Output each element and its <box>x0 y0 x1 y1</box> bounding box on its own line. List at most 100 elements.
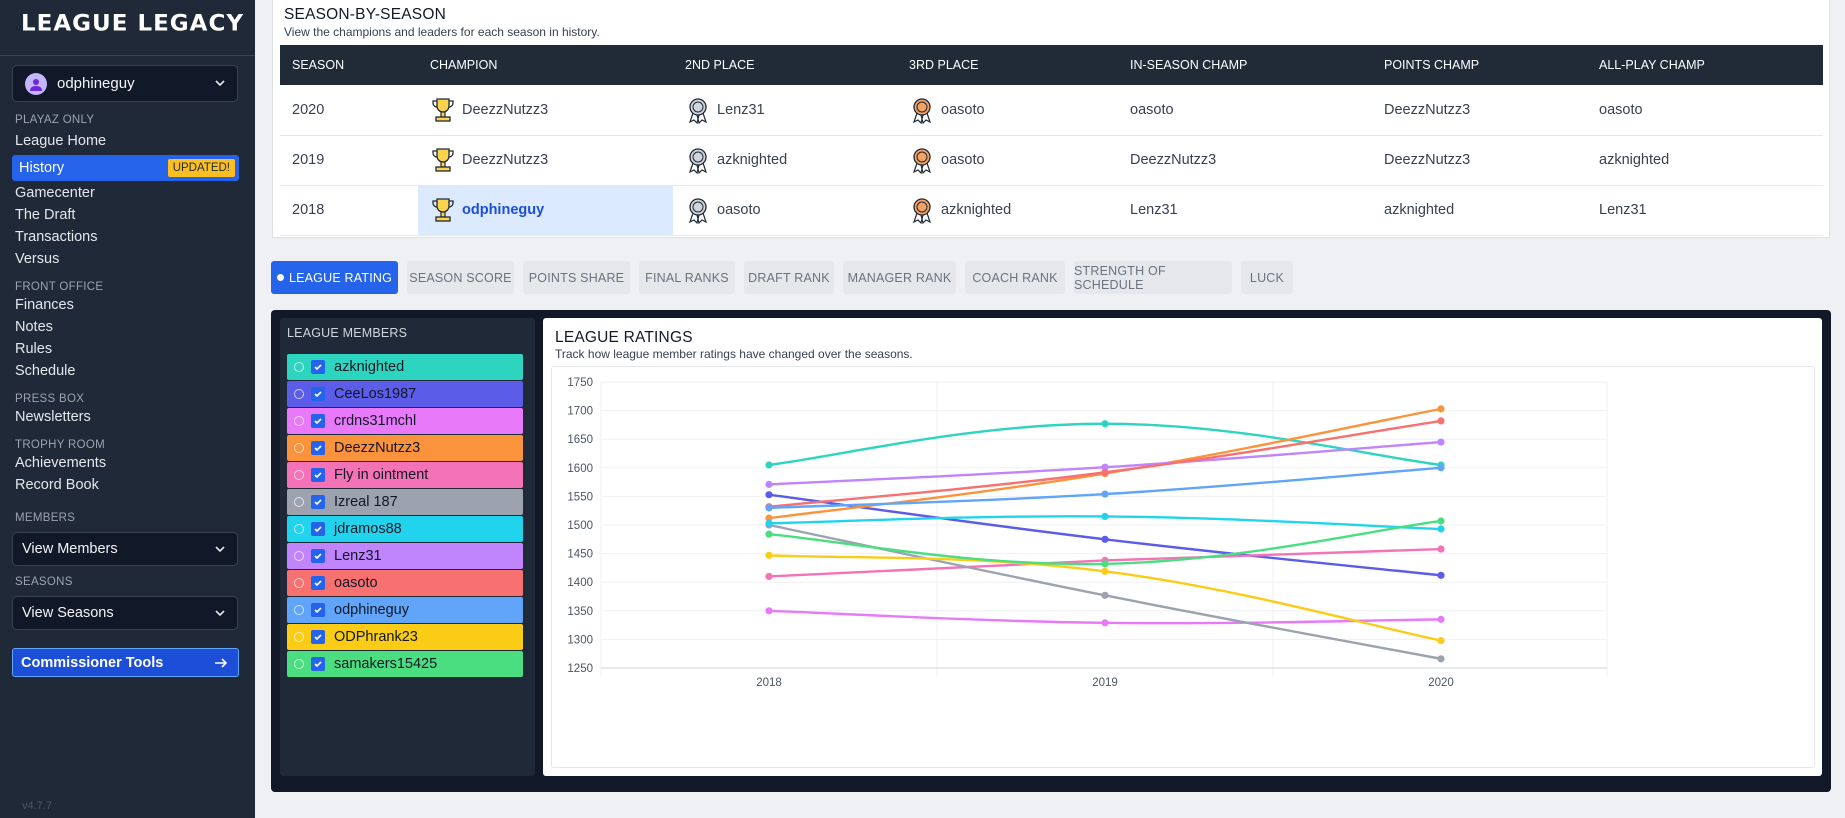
member-toggle[interactable]: samakers15425 <box>287 651 523 677</box>
member-toggle[interactable]: azknighted <box>287 354 523 380</box>
league-ratings-subtitle: Track how league member ratings have cha… <box>555 347 913 361</box>
champion-cell[interactable]: DeezzNutzz3 <box>418 85 673 136</box>
data-point <box>1437 655 1445 663</box>
nav-versus[interactable]: Versus <box>15 251 60 267</box>
radio-icon[interactable] <box>294 551 304 561</box>
member-toggle[interactable]: jdramos88 <box>287 516 523 542</box>
tab-season-score[interactable]: SEASON SCORE <box>407 261 514 294</box>
tab-coach-rank[interactable]: COACH RANK <box>965 261 1065 294</box>
all-play-champ-cell: azknighted <box>1587 135 1823 186</box>
nav-notes[interactable]: Notes <box>15 319 53 335</box>
sidebar: LEAGUE LEGACY odphineguy PLAYAZ ONLY Lea… <box>0 0 255 818</box>
member-name: samakers15425 <box>334 656 438 672</box>
tab-draft-rank[interactable]: DRAFT RANK <box>744 261 834 294</box>
tab-points-share[interactable]: POINTS SHARE <box>523 261 630 294</box>
champion-name: DeezzNutzz3 <box>462 101 549 118</box>
nav-achievements[interactable]: Achievements <box>15 455 107 471</box>
checkbox-checked-icon[interactable] <box>311 630 325 644</box>
radio-icon[interactable] <box>294 389 304 399</box>
col-champion: CHAMPION <box>418 45 673 85</box>
radio-icon[interactable] <box>294 524 304 534</box>
tab-luck[interactable]: LUCK <box>1241 261 1293 294</box>
member-toggle[interactable]: Lenz31 <box>287 543 523 569</box>
data-point <box>765 504 773 512</box>
checkbox-checked-icon[interactable] <box>311 360 325 374</box>
data-point <box>765 461 773 469</box>
radio-icon[interactable] <box>294 605 304 615</box>
tab-manager-rank[interactable]: MANAGER RANK <box>843 261 956 294</box>
checkbox-checked-icon[interactable] <box>311 603 325 617</box>
radio-icon[interactable] <box>294 659 304 669</box>
nav-history[interactable]: History UPDATED! <box>12 155 239 181</box>
data-point <box>1101 512 1109 521</box>
checkbox-checked-icon[interactable] <box>311 387 325 401</box>
radio-icon[interactable] <box>294 443 304 453</box>
radio-icon[interactable] <box>294 632 304 642</box>
view-members-dropdown[interactable]: View Members <box>12 532 238 566</box>
league-ratings-chart[interactable]: 1250 1300 1350 1400 1450 1500 1550 1600 1650 1700… <box>552 367 1814 767</box>
nav-newsletters[interactable]: Newsletters <box>15 409 91 425</box>
nav-rules[interactable]: Rules <box>15 341 53 357</box>
table-row[interactable]: 2018 odphineguy oasoto azknighted Lenz31… <box>280 185 1823 236</box>
view-seasons-dropdown[interactable]: View Seasons <box>12 596 238 630</box>
nav-finances[interactable]: Finances <box>15 297 74 313</box>
checkbox-checked-icon[interactable] <box>311 549 325 563</box>
checkbox-checked-icon[interactable] <box>311 495 325 509</box>
second-place-cell[interactable]: azknighted <box>673 135 897 186</box>
commissioner-tools-button[interactable]: Commissioner Tools <box>12 648 239 677</box>
table-row[interactable]: 2020 DeezzNutzz3 Lenz31 oasoto oasoto De… <box>280 85 1823 136</box>
radio-icon[interactable] <box>294 416 304 426</box>
checkbox-checked-icon[interactable] <box>311 576 325 590</box>
radio-icon[interactable] <box>294 470 304 480</box>
checkbox-checked-icon[interactable] <box>311 522 325 536</box>
y-tick-label: 1300 <box>567 634 593 646</box>
checkbox-checked-icon[interactable] <box>311 441 325 455</box>
season-cell: 2019 <box>280 135 418 186</box>
third-place-cell[interactable]: oasoto <box>897 85 1118 136</box>
x-tick-label: 2020 <box>1428 677 1454 689</box>
data-point <box>1101 420 1109 428</box>
radio-icon[interactable] <box>294 362 304 372</box>
bronze-medal-icon <box>912 98 932 124</box>
table-row[interactable]: 2019 DeezzNutzz3 azknighted oasoto Deezz… <box>280 135 1823 186</box>
champion-cell-highlighted[interactable]: odphineguy <box>418 185 673 236</box>
bronze-medal-icon <box>912 148 932 174</box>
chart-container: 1250 1300 1350 1400 1450 1500 1550 1600 1650 1700… <box>551 366 1815 768</box>
checkbox-checked-icon[interactable] <box>311 657 325 671</box>
second-place-cell[interactable]: oasoto <box>673 185 897 236</box>
member-toggle[interactable]: Izreal 187 <box>287 489 523 515</box>
tab-strength-of-schedule[interactable]: STRENGTH OF SCHEDULE <box>1074 261 1232 294</box>
updated-badge: UPDATED! <box>167 159 235 177</box>
app-logo[interactable]: LEAGUE LEGACY <box>21 11 245 37</box>
radio-icon[interactable] <box>294 578 304 588</box>
member-toggle[interactable]: odphineguy <box>287 597 523 623</box>
checkbox-checked-icon[interactable] <box>311 414 325 428</box>
data-point <box>1437 405 1445 413</box>
nav-gamecenter[interactable]: Gamecenter <box>15 185 95 201</box>
nav-league-home[interactable]: League Home <box>15 133 107 149</box>
y-tick-label: 1750 <box>567 377 593 389</box>
tab-league-rating[interactable]: LEAGUE RATING <box>271 261 398 294</box>
nav-schedule[interactable]: Schedule <box>15 363 76 379</box>
radio-icon[interactable] <box>294 497 304 507</box>
third-place-cell[interactable]: oasoto <box>897 135 1118 186</box>
tab-final-ranks[interactable]: FINAL RANKS <box>639 261 735 294</box>
season-by-season-subtitle: View the champions and leaders for each … <box>284 25 600 39</box>
user-switcher[interactable]: odphineguy <box>12 65 238 102</box>
nav-the-draft[interactable]: The Draft <box>15 207 76 223</box>
member-toggle[interactable]: ODPhrank23 <box>287 624 523 650</box>
member-toggle[interactable]: oasoto <box>287 570 523 596</box>
nav-transactions[interactable]: Transactions <box>15 229 98 245</box>
third-place-cell[interactable]: azknighted <box>897 185 1118 236</box>
data-point <box>765 514 773 522</box>
second-place-cell[interactable]: Lenz31 <box>673 85 897 136</box>
checkbox-checked-icon[interactable] <box>311 468 325 482</box>
champion-cell[interactable]: DeezzNutzz3 <box>418 135 673 186</box>
member-toggle[interactable]: CeeLos1987 <box>287 381 523 407</box>
member-toggle[interactable]: crdns31mchl <box>287 408 523 434</box>
nav-record-book[interactable]: Record Book <box>15 477 99 493</box>
member-toggle[interactable]: Fly in ointment <box>287 462 523 488</box>
member-toggle[interactable]: DeezzNutzz3 <box>287 435 523 461</box>
data-point <box>765 572 773 581</box>
season-cell: 2020 <box>280 85 418 136</box>
